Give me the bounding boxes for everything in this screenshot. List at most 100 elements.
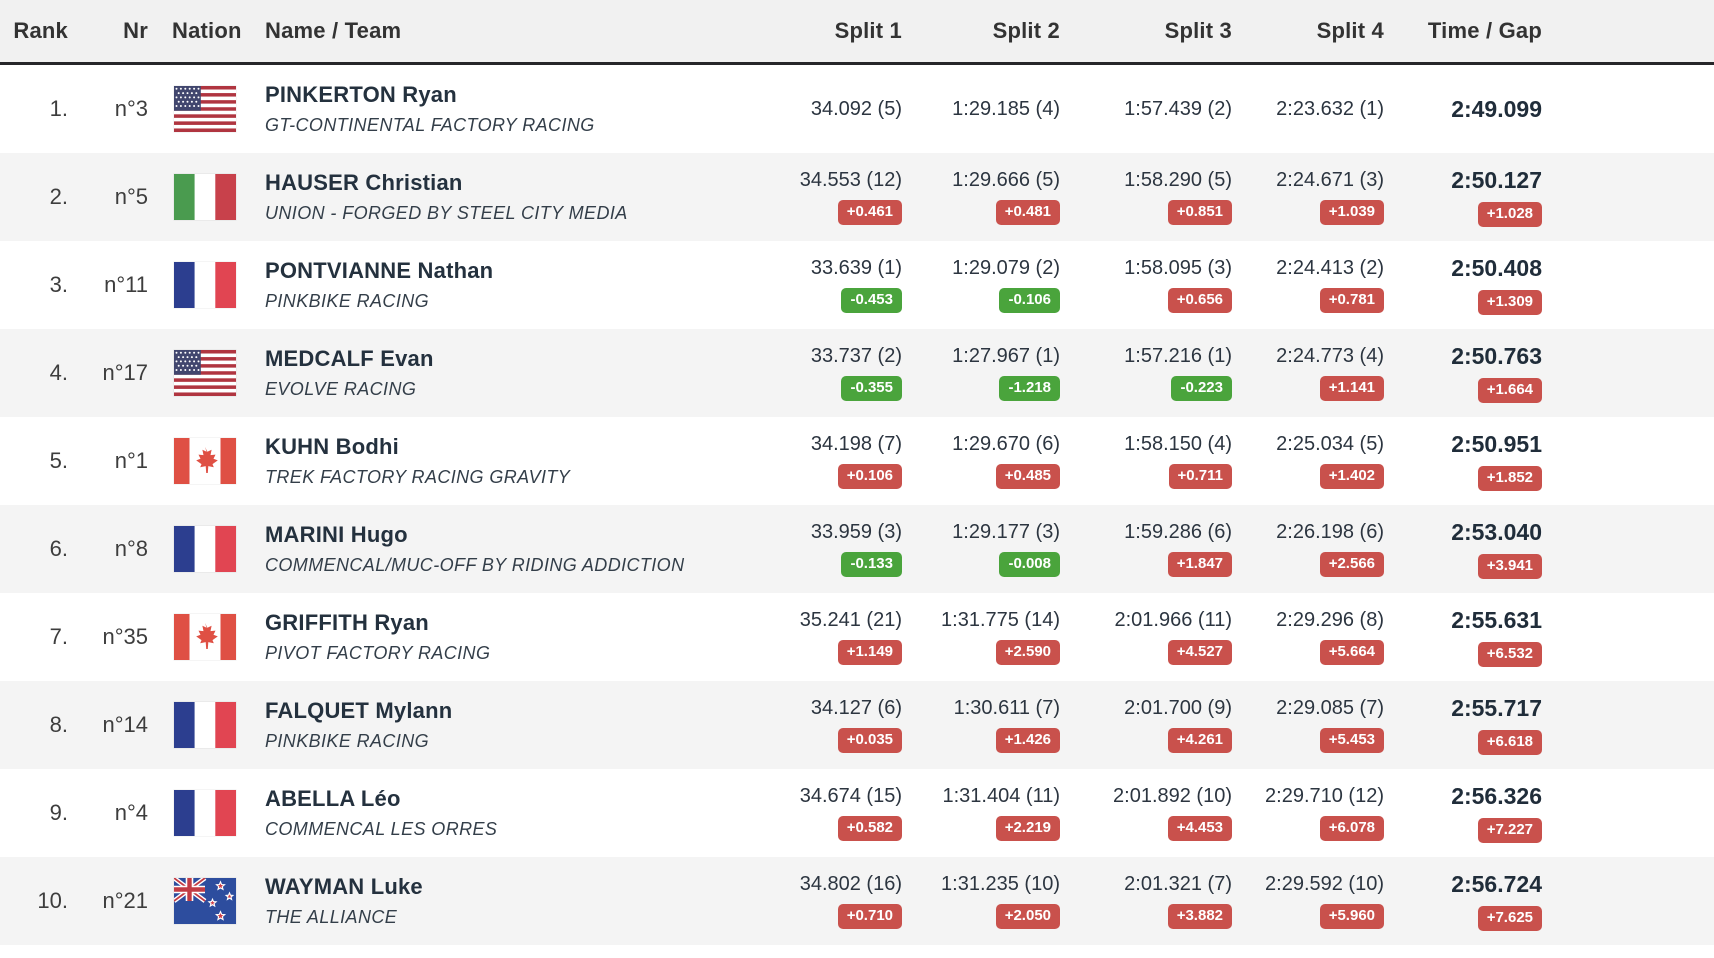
column-header-rank: Rank [13, 18, 68, 43]
split1-cell: 34.553 (12) +0.461 [731, 169, 906, 225]
rider-name: PINKERTON Ryan [265, 82, 457, 107]
final-time-value: 2:50.763 [1451, 343, 1542, 370]
split-gap-badge: -0.355 [841, 376, 902, 401]
team-name: EVOLVE RACING [265, 379, 417, 399]
bib-number: n°14 [102, 712, 148, 737]
table-row[interactable]: 7. n°35 GRIFFITH Ryan PIVOT FACTORY RACI… [0, 593, 1714, 681]
split-gap-badge: +0.461 [837, 200, 902, 225]
split-gap-badge: +0.582 [837, 816, 902, 841]
split1-cell: 34.092 (5) [731, 98, 906, 121]
split-gap-badge: +0.711 [1168, 464, 1232, 489]
split4-cell: 2:23.632 (1) [1236, 98, 1388, 121]
split3-cell: 1:58.150 (4) +0.711 [1064, 433, 1236, 489]
total-gap-badge: +1.852 [1477, 466, 1542, 491]
split-time-value: 1:58.095 (3) [1124, 257, 1232, 280]
split-gap-badge: +5.664 [1319, 640, 1384, 665]
split-gap-badge: +0.851 [1167, 200, 1232, 225]
bib-number: n°5 [114, 184, 148, 209]
final-time-value: 2:50.408 [1451, 255, 1542, 282]
flag-france-icon [174, 262, 260, 308]
rank-value: 7. [49, 624, 68, 649]
rank-value: 8. [49, 712, 68, 737]
split-gap-badge: +3.882 [1167, 904, 1232, 929]
split4-cell: 2:24.413 (2) +0.781 [1236, 257, 1388, 313]
split-time-value: 1:57.216 (1) [1124, 345, 1232, 368]
split-time-value: 1:29.079 (2) [952, 257, 1060, 280]
rank-value: 1. [49, 96, 68, 121]
rank-value: 6. [49, 536, 68, 561]
split-gap-badge: +0.035 [837, 728, 902, 753]
results-table-header: Rank Nr Nation Name / Team Split 1 Split… [0, 0, 1714, 65]
split2-cell: 1:29.666 (5) +0.481 [906, 169, 1064, 225]
split4-cell: 2:29.085 (7) +5.453 [1236, 697, 1388, 753]
final-time-value: 2:50.127 [1451, 167, 1542, 194]
split-gap-badge: -1.218 [999, 376, 1060, 401]
table-row[interactable]: 9. n°4 ABELLA Léo COMMENCAL LES ORRES 34… [0, 769, 1714, 857]
final-time-cell: 2:56.326 +7.227 [1388, 783, 1546, 843]
team-name: COMMENCAL/MUC-OFF BY RIDING ADDICTION [265, 555, 685, 575]
split-time-value: 1:29.670 (6) [952, 433, 1060, 456]
final-time-value: 2:53.040 [1451, 519, 1542, 546]
split-time-value: 2:29.085 (7) [1276, 697, 1384, 720]
split-time-value: 2:23.632 (1) [1276, 97, 1384, 120]
rider-name: GRIFFITH Ryan [265, 610, 429, 635]
split-time-value: 34.802 (16) [799, 873, 902, 896]
split-time-value: 34.127 (6) [810, 697, 902, 720]
flag-france-icon [174, 526, 260, 572]
split3-cell: 2:01.892 (10) +4.453 [1064, 785, 1236, 841]
bib-number: n°17 [102, 360, 148, 385]
split1-cell: 35.241 (21) +1.149 [731, 609, 906, 665]
rider-name: KUHN Bodhi [265, 434, 399, 459]
split-time-value: 35.241 (21) [799, 609, 902, 632]
final-time-value: 2:56.724 [1451, 871, 1542, 898]
split1-cell: 33.959 (3) -0.133 [731, 521, 906, 577]
table-row[interactable]: 8. n°14 FALQUET Mylann PINKBIKE RACING 3… [0, 681, 1714, 769]
split4-cell: 2:29.592 (10) +5.960 [1236, 873, 1388, 929]
flag-france-icon [174, 790, 260, 836]
rider-name: MEDCALF Evan [265, 346, 434, 371]
split-gap-badge: +0.781 [1319, 288, 1384, 313]
split-gap-badge: +4.261 [1167, 728, 1232, 753]
column-header-nation: Nation [172, 18, 242, 43]
flag-canada-icon [174, 438, 260, 484]
team-name: TREK FACTORY RACING GRAVITY [265, 467, 571, 487]
split-time-value: 2:29.710 (12) [1265, 785, 1384, 808]
table-row[interactable]: 5. n°1 KUHN Bodhi TREK FACTORY RACING GR… [0, 417, 1714, 505]
bib-number: n°21 [102, 888, 148, 913]
split4-cell: 2:25.034 (5) +1.402 [1236, 433, 1388, 489]
table-row[interactable]: 3. n°11 PONTVIANNE Nathan PINKBIKE RACIN… [0, 241, 1714, 329]
table-row[interactable]: 1. n°3 PINKERTON Ryan GT-CONTINENTAL FAC… [0, 65, 1714, 153]
final-time-cell: 2:50.763 +1.664 [1388, 343, 1546, 403]
split2-cell: 1:27.967 (1) -1.218 [906, 345, 1064, 401]
split-time-value: 2:26.198 (6) [1276, 521, 1384, 544]
table-row[interactable]: 4. n°17 MEDCALF Evan EVOLVE RACING 33.73… [0, 329, 1714, 417]
bib-number: n°4 [114, 800, 148, 825]
final-time-value: 2:56.326 [1451, 783, 1542, 810]
column-header-split2: Split 2 [992, 18, 1060, 43]
table-row[interactable]: 2. n°5 HAUSER Christian UNION - FORGED B… [0, 153, 1714, 241]
table-row[interactable]: 6. n°8 MARINI Hugo COMMENCAL/MUC-OFF BY … [0, 505, 1714, 593]
split-gap-badge: +2.566 [1319, 552, 1384, 577]
split-time-value: 1:31.235 (10) [941, 873, 1060, 896]
split3-cell: 1:58.095 (3) +0.656 [1064, 257, 1236, 313]
table-row[interactable]: 10. n°21 WAYMAN Luke THE ALLIANCE 34.802… [0, 857, 1714, 945]
split-gap-badge: -0.453 [841, 288, 902, 313]
split-gap-badge: +4.527 [1167, 640, 1232, 665]
flag-usa-icon [174, 86, 260, 132]
split-time-value: 33.959 (3) [810, 521, 902, 544]
team-name: THE ALLIANCE [265, 907, 398, 927]
final-time-cell: 2:50.127 +1.028 [1388, 167, 1546, 227]
team-name: PINKBIKE RACING [265, 731, 430, 751]
split1-cell: 33.639 (1) -0.453 [731, 257, 906, 313]
split-time-value: 34.553 (12) [799, 169, 902, 192]
split-gap-badge: +0.106 [837, 464, 902, 489]
team-name: COMMENCAL LES ORRES [265, 819, 498, 839]
split3-cell: 2:01.321 (7) +3.882 [1064, 873, 1236, 929]
bib-number: n°35 [102, 624, 148, 649]
rider-name: FALQUET Mylann [265, 698, 453, 723]
column-header-nr: Nr [123, 18, 148, 43]
total-gap-badge: +7.227 [1477, 818, 1542, 843]
split-time-value: 2:24.671 (3) [1276, 169, 1384, 192]
final-time-cell: 2:55.631 +6.532 [1388, 607, 1546, 667]
split-time-value: 2:01.892 (10) [1113, 785, 1232, 808]
